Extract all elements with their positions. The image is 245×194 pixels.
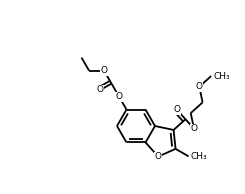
Text: CH₃: CH₃ bbox=[213, 72, 230, 81]
Text: O: O bbox=[97, 85, 104, 94]
Text: O: O bbox=[173, 105, 180, 114]
Text: O: O bbox=[196, 82, 203, 91]
Text: O: O bbox=[191, 124, 197, 133]
Text: O: O bbox=[115, 92, 122, 101]
Text: O: O bbox=[100, 66, 108, 75]
Text: O: O bbox=[155, 152, 162, 161]
Text: CH₃: CH₃ bbox=[191, 152, 207, 161]
